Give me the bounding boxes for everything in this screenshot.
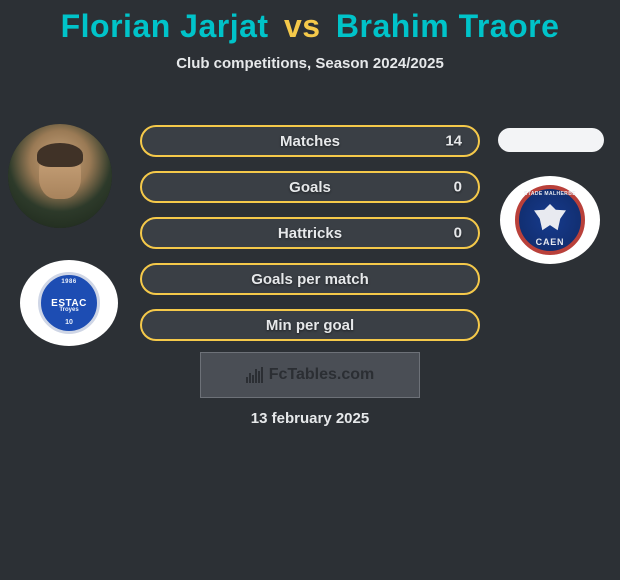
stat-row-hattricks: Hattricks 0 [140, 217, 480, 249]
comparison-title: Florian Jarjat vs Brahim Traore [0, 0, 620, 45]
player2-name: Brahim Traore [336, 8, 559, 44]
stat-value: 0 [454, 179, 462, 196]
stat-label: Min per goal [266, 317, 354, 334]
stat-value: 0 [454, 225, 462, 242]
vs-separator: vs [284, 8, 321, 44]
stat-row-goals: Goals 0 [140, 171, 480, 203]
troyes-year: 1986 [41, 279, 97, 285]
troyes-number: 10 [41, 319, 97, 326]
player2-club-badge: STADE MALHERBE CAEN [500, 176, 600, 264]
viking-icon [534, 204, 566, 236]
stat-value: 14 [445, 133, 462, 150]
player1-name: Florian Jarjat [61, 8, 269, 44]
bar-chart-icon [246, 367, 263, 383]
troyes-name: Troyes [41, 307, 97, 313]
face-placeholder-icon [8, 124, 112, 228]
caen-arc-text: STADE MALHERBE [519, 191, 581, 197]
player2-photo-placeholder [498, 128, 604, 152]
stats-list: Matches 14 Goals 0 Hattricks 0 Goals per… [140, 125, 480, 341]
stat-label: Hattricks [278, 225, 342, 242]
branding-site-name: FcTables.com [269, 366, 375, 384]
stat-row-matches: Matches 14 [140, 125, 480, 157]
stat-row-goals-per-match: Goals per match [140, 263, 480, 295]
troyes-badge-icon: 1986 ESTAC Troyes 10 [38, 272, 100, 334]
branding-box[interactable]: FcTables.com [200, 352, 420, 398]
subtitle: Club competitions, Season 2024/2025 [0, 55, 620, 72]
caen-badge-icon: STADE MALHERBE CAEN [515, 185, 585, 255]
player1-club-badge: 1986 ESTAC Troyes 10 [20, 260, 118, 346]
stat-label: Goals per match [251, 271, 369, 288]
caen-text: CAEN [519, 237, 581, 247]
stat-row-min-per-goal: Min per goal [140, 309, 480, 341]
stat-label: Matches [280, 133, 340, 150]
player1-photo [8, 124, 112, 228]
snapshot-date: 13 february 2025 [0, 410, 620, 427]
stat-label: Goals [289, 179, 331, 196]
